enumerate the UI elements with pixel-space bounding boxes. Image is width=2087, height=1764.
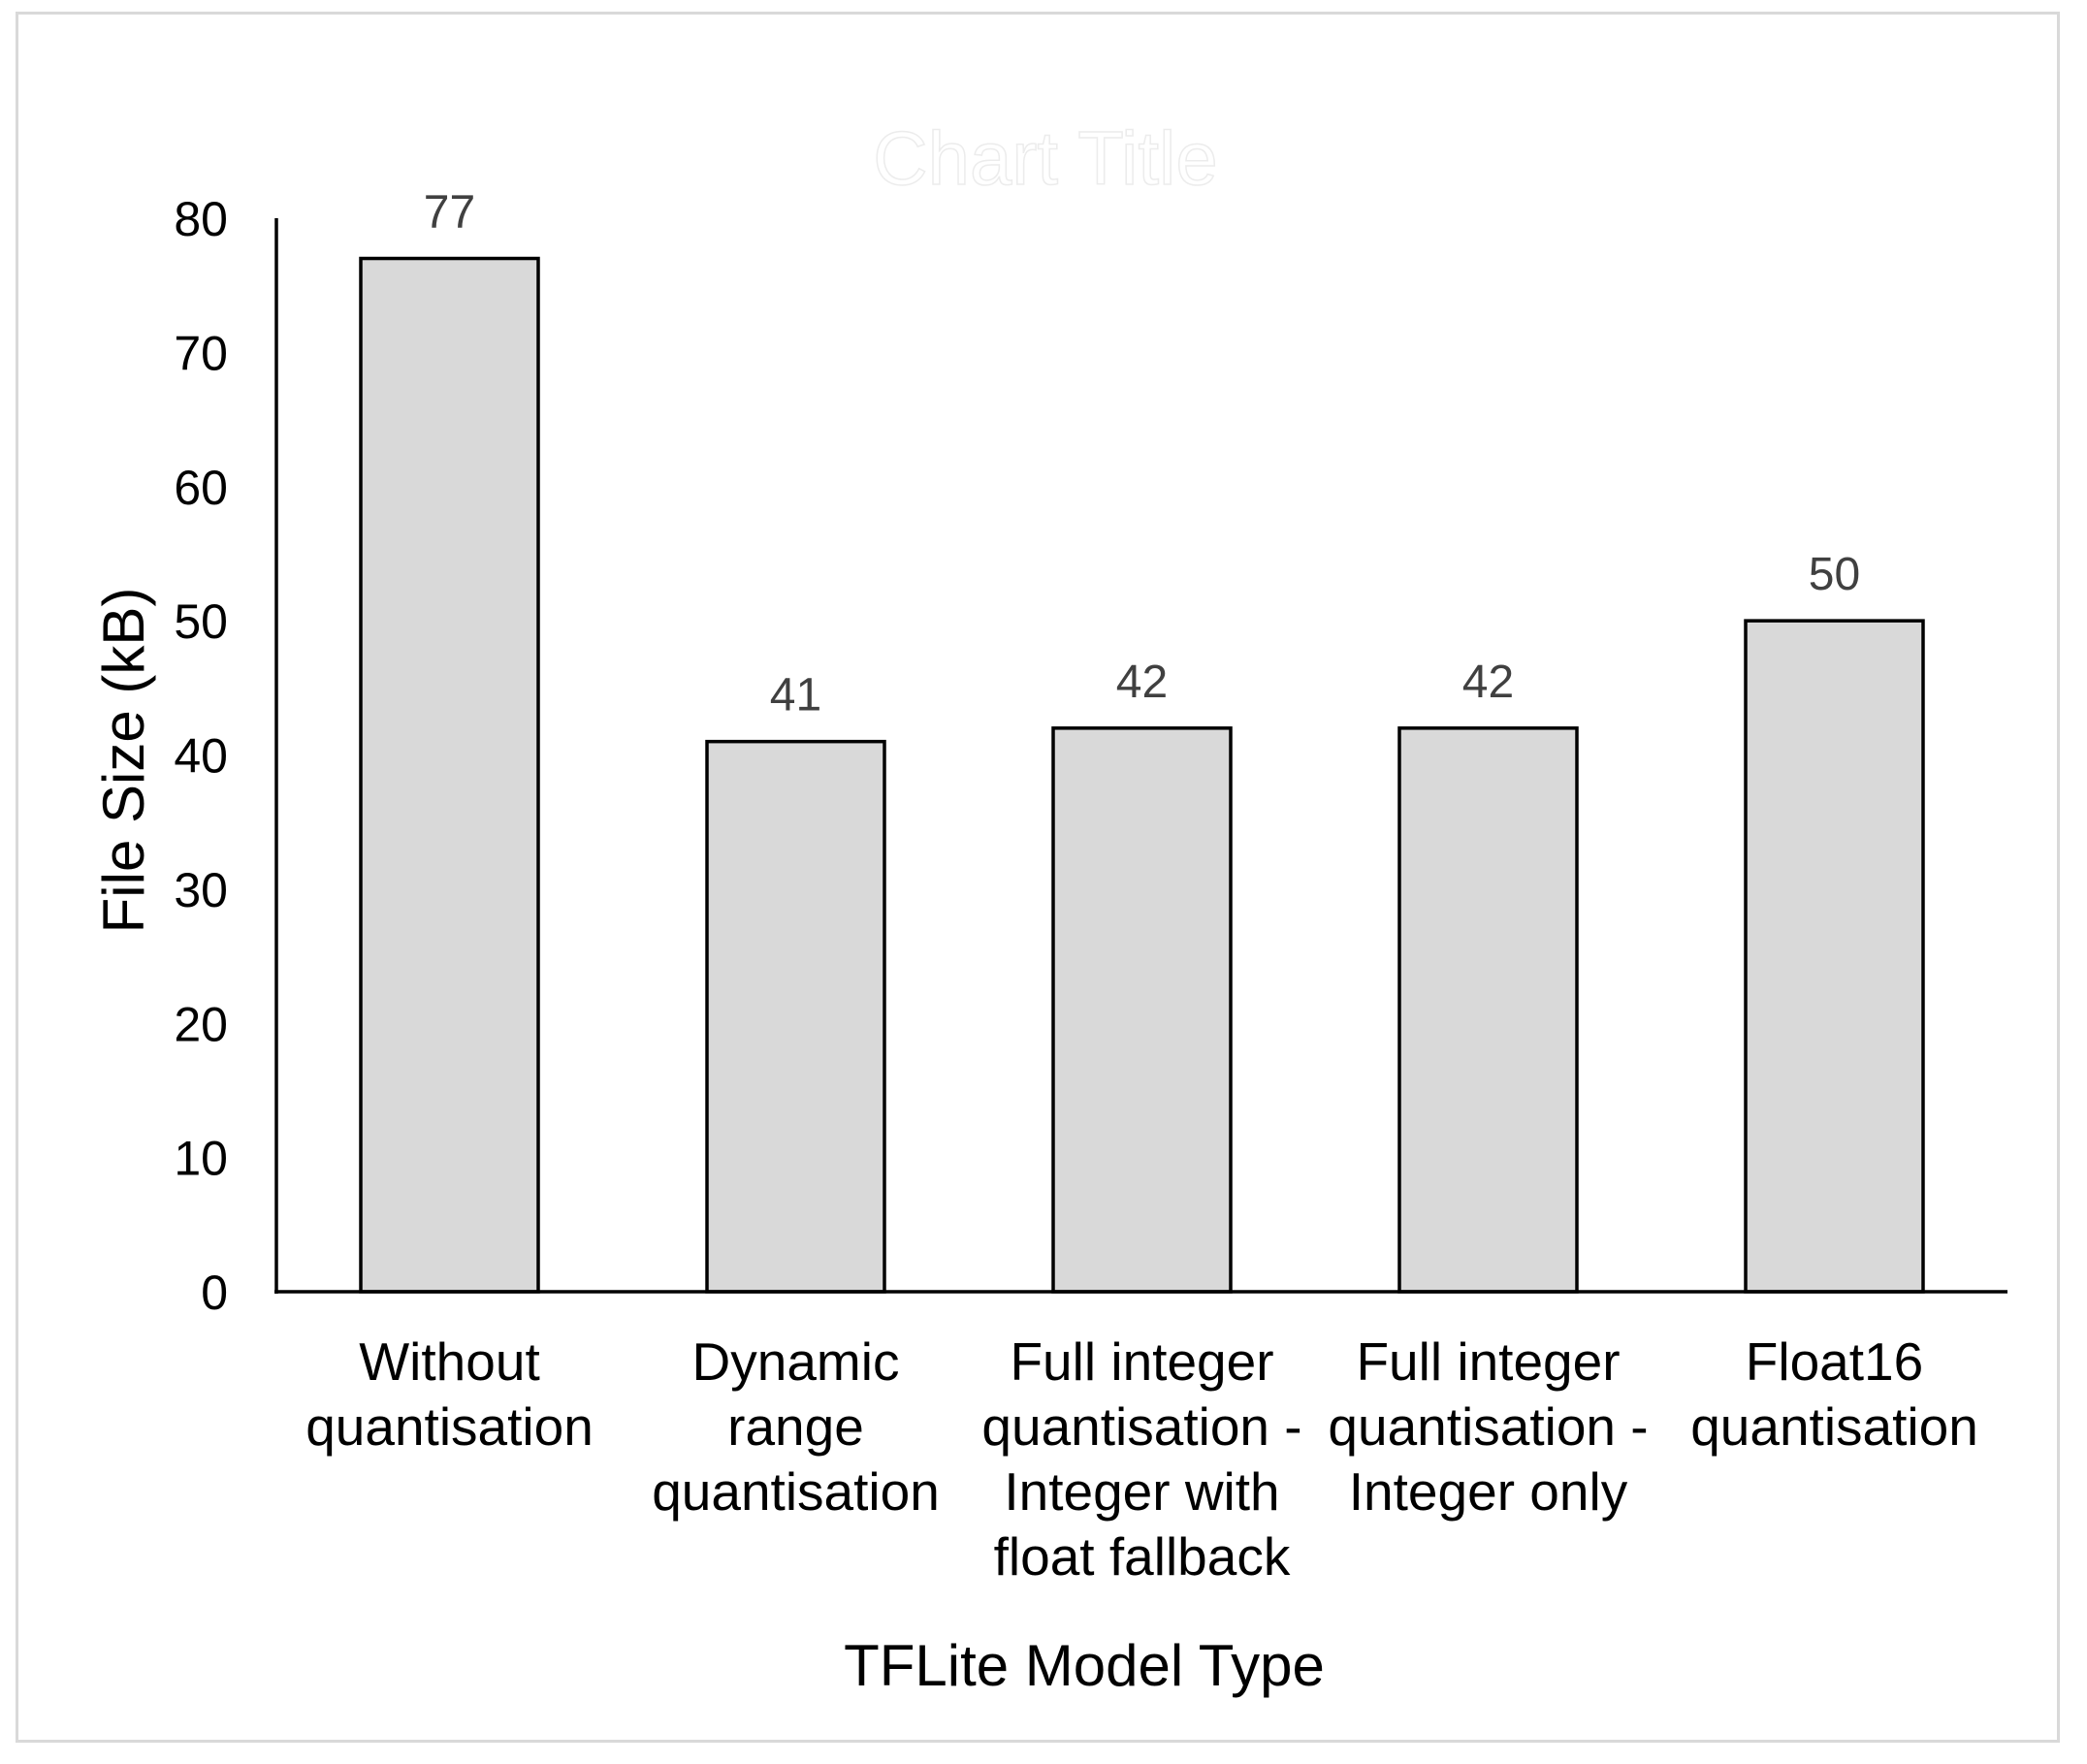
x-tick-label: Full integer quantisation -Integer only [1328, 1331, 1648, 1522]
y-tick-label: 0 [201, 1266, 228, 1320]
bar [1051, 726, 1233, 1294]
y-tick-label: 50 [174, 594, 228, 649]
x-tick-label: Dynamic range quantisation [652, 1331, 940, 1522]
y-tick-label: 80 [174, 192, 228, 246]
y-axis: 0 10 20 30 40 50 60 70 80 [174, 192, 278, 1320]
bars-group: 77 41 42 42 50 [359, 187, 1925, 1294]
y-tick-label: 60 [174, 461, 228, 515]
bar [1744, 619, 1925, 1294]
y-tick-label: 10 [174, 1132, 228, 1186]
y-tick-label: 20 [174, 997, 228, 1051]
x-tick-label-line: Integer with [1004, 1461, 1279, 1522]
chart-title: Chart Title [873, 115, 1217, 201]
x-tick-label-line: quantisation [652, 1461, 940, 1522]
data-label: 41 [770, 670, 821, 722]
x-tick-label: Float16 quantisation [1690, 1331, 1978, 1457]
x-tick-label: Without quantisation [305, 1331, 594, 1457]
data-label: 77 [424, 187, 475, 239]
x-tick-label-line: float fallback [994, 1526, 1291, 1587]
x-axis-title: TFLite Model Type [844, 1633, 1325, 1698]
x-tick-label: Full integer quantisation -Integer with fl… [981, 1331, 1301, 1587]
x-tick-label-line: range [727, 1396, 864, 1457]
y-tick-label: 70 [174, 326, 228, 380]
y-tick-label: 30 [174, 863, 228, 917]
x-tick-label-line: Float16 [1746, 1331, 1923, 1392]
x-tick-label-line: Dynamic [692, 1331, 900, 1392]
data-label: 42 [1462, 657, 1514, 708]
data-label: 42 [1116, 657, 1168, 708]
bar [359, 256, 540, 1294]
chart-frame [16, 12, 2060, 1743]
x-tick-label-line: Integer only [1349, 1461, 1628, 1522]
bar [705, 739, 886, 1294]
x-tick-label-line: Without [359, 1331, 539, 1392]
x-tick-label-line: Full integer [1010, 1331, 1273, 1392]
x-tick-label-line: quantisation [305, 1396, 594, 1457]
x-tick-label-line: quantisation - [1328, 1396, 1648, 1457]
x-tick-label-line: Full integer [1356, 1331, 1620, 1392]
data-label: 50 [1809, 549, 1860, 600]
y-tick-label: 40 [174, 729, 228, 784]
y-axis-title: File Size (kB) [91, 588, 156, 934]
x-tick-label-line: quantisation [1690, 1396, 1978, 1457]
x-tick-label-line: quantisation - [981, 1396, 1301, 1457]
bar [1397, 726, 1579, 1294]
